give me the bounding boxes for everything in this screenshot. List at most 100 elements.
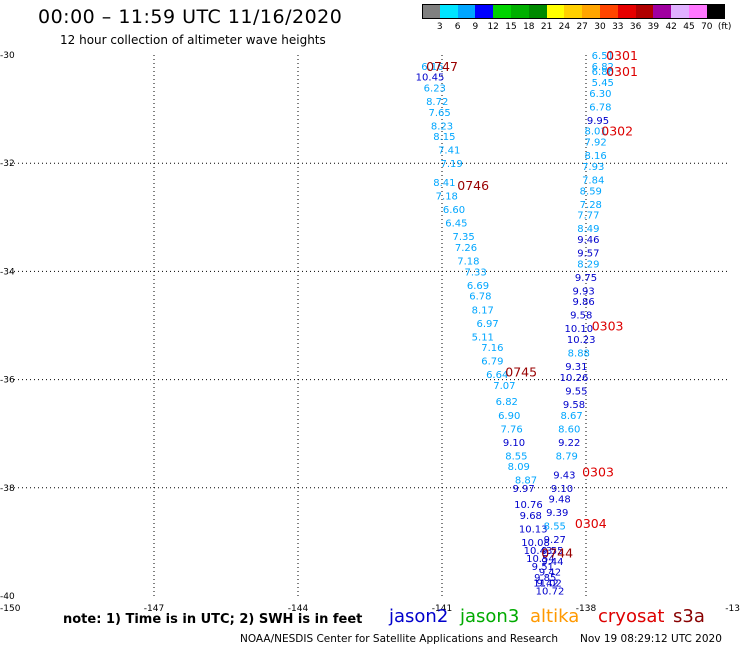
data-point-label: 8.87 <box>515 476 537 487</box>
legend-tick-label: 45 <box>683 22 695 32</box>
pass-time-label: 0747 <box>426 59 458 74</box>
legend-color-cell <box>600 4 618 19</box>
satellite-legend-item: s3a <box>673 606 705 627</box>
data-point-label: 7.65 <box>428 108 450 119</box>
data-point-label: 9.44 <box>541 557 563 568</box>
data-point-label: 6.97 <box>476 319 498 330</box>
data-point-label: 8.67 <box>560 411 582 422</box>
satellite-legend-item: jason2 <box>389 606 449 627</box>
data-point-label: 10.45 <box>416 73 445 84</box>
y-tick-label: -34 <box>0 267 15 277</box>
data-point-label: 8.59 <box>580 186 602 197</box>
data-point-label: 9.51 <box>532 562 554 573</box>
axis-labels: -30 -32 -34 -36 -38 -40 -147 -144 -141 -138 -150 -1… <box>0 51 740 614</box>
data-point-label: 9.46 <box>577 235 599 246</box>
legend-tick-label: 42 <box>665 22 677 32</box>
data-point-label: 9.57 <box>577 248 599 259</box>
x-tick-label: -141 <box>432 604 452 614</box>
footer-note: note: 1) Time is in UTC; 2) SWH is in fe… <box>63 612 363 627</box>
data-point-label: 7.28 <box>580 200 602 211</box>
data-point-label: 6.82 <box>592 62 614 73</box>
data-point-label: 9.86 <box>572 297 594 308</box>
data-point-label: 9.97 <box>512 484 534 495</box>
legend-tick-label: 36 <box>629 22 642 32</box>
legend-color-cell <box>706 4 725 19</box>
legend-tick-label: 9 <box>472 22 479 32</box>
legend-unit-label: (ft) <box>717 22 732 32</box>
pass-time-label: 0303 <box>592 319 624 334</box>
legend-tick-label: 21 <box>540 22 553 32</box>
data-point-label: 10.10 <box>564 324 593 335</box>
legend-color-cell <box>528 4 547 19</box>
legend-tick-label: 6 <box>454 22 461 32</box>
data-point-label: 6.23 <box>424 83 446 94</box>
data-point-label: 9.39 <box>546 508 568 519</box>
data-point-label: 6.30 <box>589 89 611 100</box>
data-point-label: 7.18 <box>436 192 458 203</box>
data-point-label: 9.43 <box>553 470 575 481</box>
data-point-label: 9.42 <box>539 568 561 579</box>
data-point-label: 8.09 <box>508 462 530 473</box>
legend-color-cell <box>689 4 707 19</box>
data-point-label: 10.72 <box>536 587 565 598</box>
page-title: 00:00 – 11:59 UTC 11/16/2020 <box>38 6 343 28</box>
data-point-label: 10.08 <box>521 538 550 549</box>
data-point-label: 6.16 <box>421 62 443 73</box>
data-point-label: 6.79 <box>481 357 503 368</box>
data-point-label: 6.64 <box>486 370 508 381</box>
y-tick-label: -30 <box>0 51 15 61</box>
legend-tick-label: 70 <box>701 22 713 32</box>
legend-color-cell <box>564 4 583 19</box>
legend-color-cell <box>457 4 476 19</box>
grid-lines <box>10 55 730 596</box>
legend-tick-label: 33 <box>612 22 624 32</box>
data-point-label: 9.55 <box>541 546 563 557</box>
data-point-label: 7.18 <box>457 257 479 268</box>
legend-tick-label: 30 <box>594 22 606 32</box>
satellite-legend-item: jason3 <box>460 606 520 627</box>
data-point-label: 7.77 <box>577 211 599 222</box>
y-tick-label: -32 <box>0 159 15 169</box>
legend-tick-label: 15 <box>505 22 517 32</box>
data-point-label: 6.86 <box>592 67 614 78</box>
data-point-label: 10.23 <box>567 335 596 346</box>
data-point-label: 9.10 <box>503 438 525 449</box>
data-point-label: 7.33 <box>464 267 486 278</box>
pass-time-label: 0302 <box>601 124 633 139</box>
data-point-label: 11.02 <box>533 578 562 589</box>
data-point-label: 9.58 <box>570 311 592 322</box>
x-tick-label: -144 <box>288 604 309 614</box>
data-point-label: 6.82 <box>496 397 518 408</box>
data-point-label: 8.60 <box>558 424 580 435</box>
data-point-label: 8.15 <box>433 132 455 143</box>
legend-tick-label: 12 <box>487 22 499 32</box>
y-tick-label: -36 <box>0 376 15 386</box>
data-point-label: 8.16 <box>584 151 606 162</box>
data-point-label: 8.41 <box>433 178 455 189</box>
y-tick-label: -40 <box>0 592 15 602</box>
legend-tick-label: 27 <box>576 22 588 32</box>
legend-color-cell <box>635 4 654 19</box>
data-point-label: 9.10 <box>551 484 573 495</box>
data-point-label: 7.76 <box>500 424 522 435</box>
y-tick-label: -38 <box>0 484 15 494</box>
data-point-label: 7.26 <box>455 243 477 254</box>
data-point-label: 7.19 <box>440 159 462 170</box>
satellite-legend-item: altika <box>530 606 580 627</box>
data-point-label: 6.45 <box>445 219 467 230</box>
data-point-label: 9.58 <box>563 400 585 411</box>
legend-color-cell <box>582 4 600 19</box>
data-point-label: 8.17 <box>472 305 494 316</box>
data-point-label: 8.79 <box>556 451 578 462</box>
data-point-label: 6.60 <box>443 205 465 216</box>
data-point-label: 8.29 <box>577 259 599 270</box>
data-point-label: 10.13 <box>519 524 548 535</box>
legend-tick-label: 24 <box>558 22 571 32</box>
data-point-label: 7.84 <box>582 175 604 186</box>
data-point-label: 6.78 <box>469 292 491 303</box>
legend-color-cell <box>439 4 458 19</box>
data-point-label: 7.35 <box>452 232 474 243</box>
data-point-label: 9.75 <box>575 273 597 284</box>
